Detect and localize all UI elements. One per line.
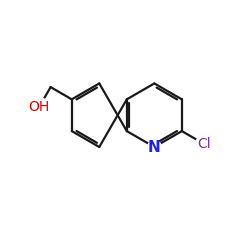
Text: Cl: Cl	[197, 137, 211, 151]
Text: OH: OH	[28, 100, 50, 114]
Text: N: N	[148, 140, 161, 154]
